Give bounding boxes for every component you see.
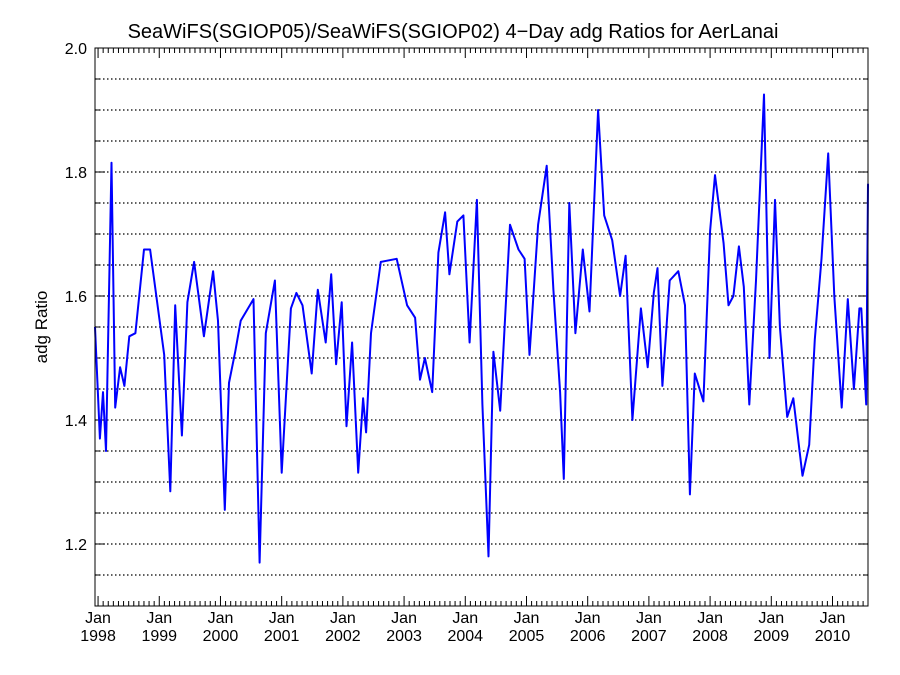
x-tick-month-label: Jan [697,610,723,627]
y-tick-label: 1.2 [65,537,87,554]
x-tick-year-label: 2002 [325,628,361,645]
x-tick-month-label: Jan [85,610,111,627]
x-tick-year-label: 2010 [815,628,851,645]
x-tick-month-label: Jan [758,610,784,627]
grid-lines [95,78,868,576]
data-series [94,93,869,564]
x-tick-month-label: Jan [330,610,356,627]
x-tick-year-label: 2004 [447,628,483,645]
y-axis-label: adg Ratio [32,291,51,364]
plot-frame [94,47,869,607]
y-tick-label: 1.6 [65,289,87,306]
series-line [94,93,869,564]
x-tick-year-label: 2000 [203,628,239,645]
x-tick-year-label: 2006 [570,628,606,645]
x-tick-year-label: 1998 [80,628,116,645]
x-tick-month-label: Jan [208,610,234,627]
x-tick-month-label: Jan [820,610,846,627]
x-tick-month-label: Jan [391,610,417,627]
x-tick-month-label: Jan [146,610,172,627]
x-tick-year-label: 2001 [264,628,300,645]
x-tick-month-label: Jan [514,610,540,627]
x-tick-year-label: 2007 [631,628,667,645]
x-tick-month-label: Jan [575,610,601,627]
x-axis: Jan1998Jan1999Jan2000Jan2001Jan2002Jan20… [80,48,864,645]
y-tick-label: 1.4 [65,413,87,430]
x-tick-year-label: 2009 [754,628,790,645]
y-tick-label: 2.0 [65,41,87,58]
x-tick-year-label: 2003 [386,628,422,645]
x-tick-month-label: Jan [269,610,295,627]
chart-title: SeaWiFS(SGIOP05)/SeaWiFS(SGIOP02) 4−Day … [128,21,779,43]
x-tick-year-label: 1999 [141,628,177,645]
x-tick-year-label: 2005 [509,628,545,645]
y-tick-label: 1.8 [65,165,87,182]
x-tick-year-label: 2008 [692,628,728,645]
y-axis: 1.2 1.4 1.6 1.8 2.0 [65,41,868,576]
x-tick-month-label: Jan [636,610,662,627]
x-tick-month-label: Jan [452,610,478,627]
